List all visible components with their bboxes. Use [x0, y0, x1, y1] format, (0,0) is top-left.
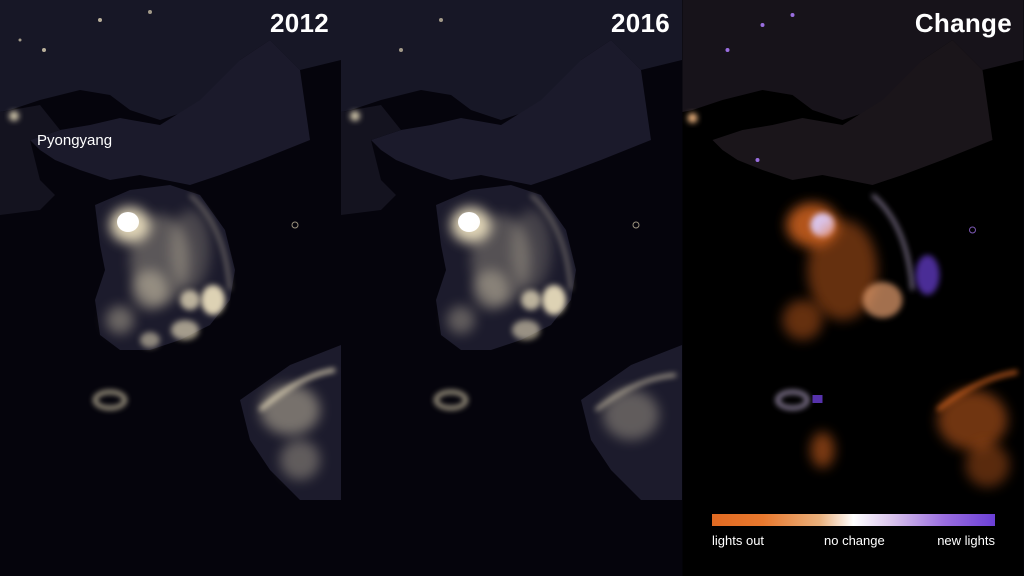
map-panel-2012: 2012 Pyongyang	[0, 0, 341, 576]
china-coast-left	[0, 105, 60, 215]
north-korea-landmass	[30, 40, 310, 185]
mainland-landmass	[682, 0, 1024, 120]
korea-night-map-2012	[0, 0, 341, 576]
north-korea-landmass	[371, 40, 651, 185]
mainland-landmass	[341, 0, 682, 120]
change-lights	[687, 13, 1018, 487]
legend-label-new-lights: new lights	[937, 533, 995, 548]
legend-label-lights-out: lights out	[712, 533, 765, 548]
city-lights	[350, 18, 677, 440]
change-legend: lights out no change new lights	[712, 514, 995, 554]
city-label-pyongyang: Pyongyang	[37, 132, 113, 149]
map-panel-2016: 2016	[341, 0, 682, 576]
china-coast-left	[341, 105, 401, 215]
panel-title-change: Change	[914, 8, 1012, 38]
legend-label-no-change: no change	[824, 533, 885, 548]
legend-color-bar	[712, 514, 995, 526]
north-korea-landmass	[712, 40, 993, 185]
korea-night-map-2016	[341, 0, 682, 576]
panel-title-2016: 2016	[610, 8, 670, 38]
city-lights	[9, 10, 336, 480]
korea-night-change-map	[682, 0, 1024, 576]
map-panel-change: Change	[682, 0, 1024, 576]
mainland-landmass	[0, 0, 341, 120]
panel-title-2012: 2012	[269, 8, 329, 38]
